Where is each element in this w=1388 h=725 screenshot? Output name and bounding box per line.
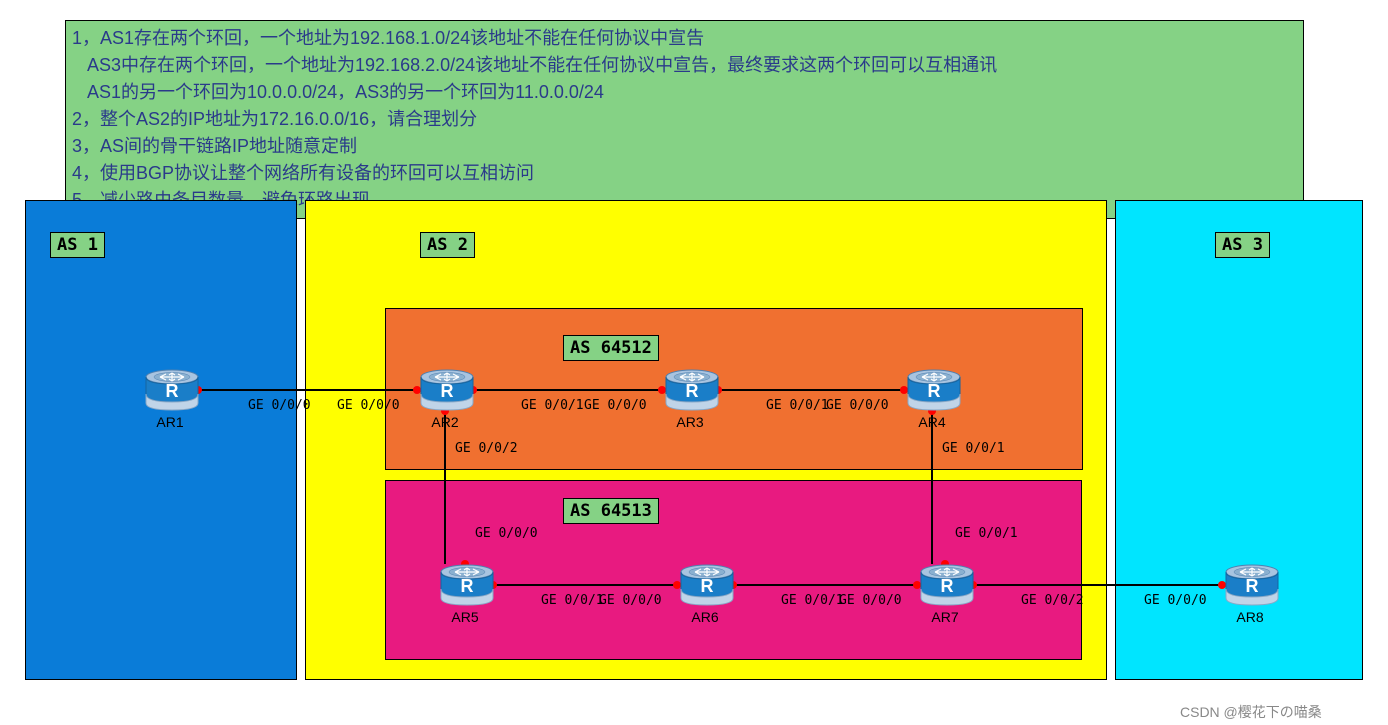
link-AR2-AR5 [444, 411, 446, 564]
router-label-ar5: AR5 [425, 609, 505, 625]
iface-label: GE 0/0/1 [781, 593, 844, 608]
link-AR6-AR7 [733, 584, 917, 586]
router-icon: R [439, 564, 495, 606]
iface-label: GE 0/0/0 [248, 398, 311, 413]
router-ar2: R [417, 369, 477, 419]
svg-text:R: R [941, 576, 954, 596]
iface-label: GE 0/0/1 [955, 526, 1018, 541]
router-label-ar4: AR4 [892, 414, 972, 430]
iface-label: GE 0/0/0 [599, 593, 662, 608]
router-ar6: R [677, 564, 737, 614]
router-icon: R [419, 369, 475, 411]
iface-label: GE 0/0/0 [1144, 593, 1207, 608]
router-icon: R [906, 369, 962, 411]
as2-label: AS 2 [420, 232, 475, 258]
diagram-area: AS 1 AS 2 AS 3 AS 64512 AS 64513 GE 0/0/… [25, 200, 1363, 690]
iface-label: GE 0/0/0 [839, 593, 902, 608]
as64512-label: AS 64512 [563, 335, 659, 361]
router-ar3: R [662, 369, 722, 419]
router-label-ar3: AR3 [650, 414, 730, 430]
router-label-ar2: AR2 [405, 414, 485, 430]
router-ar5: R [437, 564, 497, 614]
iface-label: GE 0/0/2 [455, 441, 518, 456]
as1-label: AS 1 [50, 232, 105, 258]
link-AR7-AR8 [973, 584, 1222, 586]
router-label-ar8: AR8 [1210, 609, 1290, 625]
iface-label: GE 0/0/0 [475, 526, 538, 541]
svg-text:R: R [686, 381, 699, 401]
router-icon: R [1224, 564, 1280, 606]
svg-text:R: R [461, 576, 474, 596]
link-AR5-AR6 [493, 584, 677, 586]
as3-label: AS 3 [1215, 232, 1270, 258]
link-AR2-AR3 [473, 389, 662, 391]
as64513-label: AS 64513 [563, 498, 659, 524]
iface-label: GE 0/0/0 [826, 398, 889, 413]
router-label-ar7: AR7 [905, 609, 985, 625]
link-AR3-AR4 [718, 389, 904, 391]
router-ar4: R [904, 369, 964, 419]
router-ar7: R [917, 564, 977, 614]
svg-text:R: R [701, 576, 714, 596]
router-icon: R [919, 564, 975, 606]
iface-label: GE 0/0/1 [521, 398, 584, 413]
iface-label: GE 0/0/1 [541, 593, 604, 608]
router-ar8: R [1222, 564, 1282, 614]
svg-text:R: R [1246, 576, 1259, 596]
iface-label: GE 0/0/1 [942, 441, 1005, 456]
svg-text:R: R [928, 381, 941, 401]
iface-label: GE 0/0/2 [1021, 593, 1084, 608]
svg-text:R: R [441, 381, 454, 401]
watermark: CSDN @樱花下の喵桑 [1180, 702, 1322, 722]
iface-label: GE 0/0/0 [337, 398, 400, 413]
router-icon: R [144, 369, 200, 411]
iface-label: GE 0/0/0 [584, 398, 647, 413]
router-icon: R [664, 369, 720, 411]
link-AR4-AR7 [931, 411, 933, 564]
router-ar1: R [142, 369, 202, 419]
router-icon: R [679, 564, 735, 606]
link-AR1-AR2 [198, 389, 417, 391]
router-label-ar1: AR1 [130, 414, 210, 430]
iface-label: GE 0/0/1 [766, 398, 829, 413]
router-label-ar6: AR6 [665, 609, 745, 625]
as1-container [25, 200, 297, 680]
svg-text:R: R [166, 381, 179, 401]
instruction-text-box: 1，AS1存在两个环回，一个地址为192.168.1.0/24该地址不能在任何协… [65, 20, 1304, 219]
